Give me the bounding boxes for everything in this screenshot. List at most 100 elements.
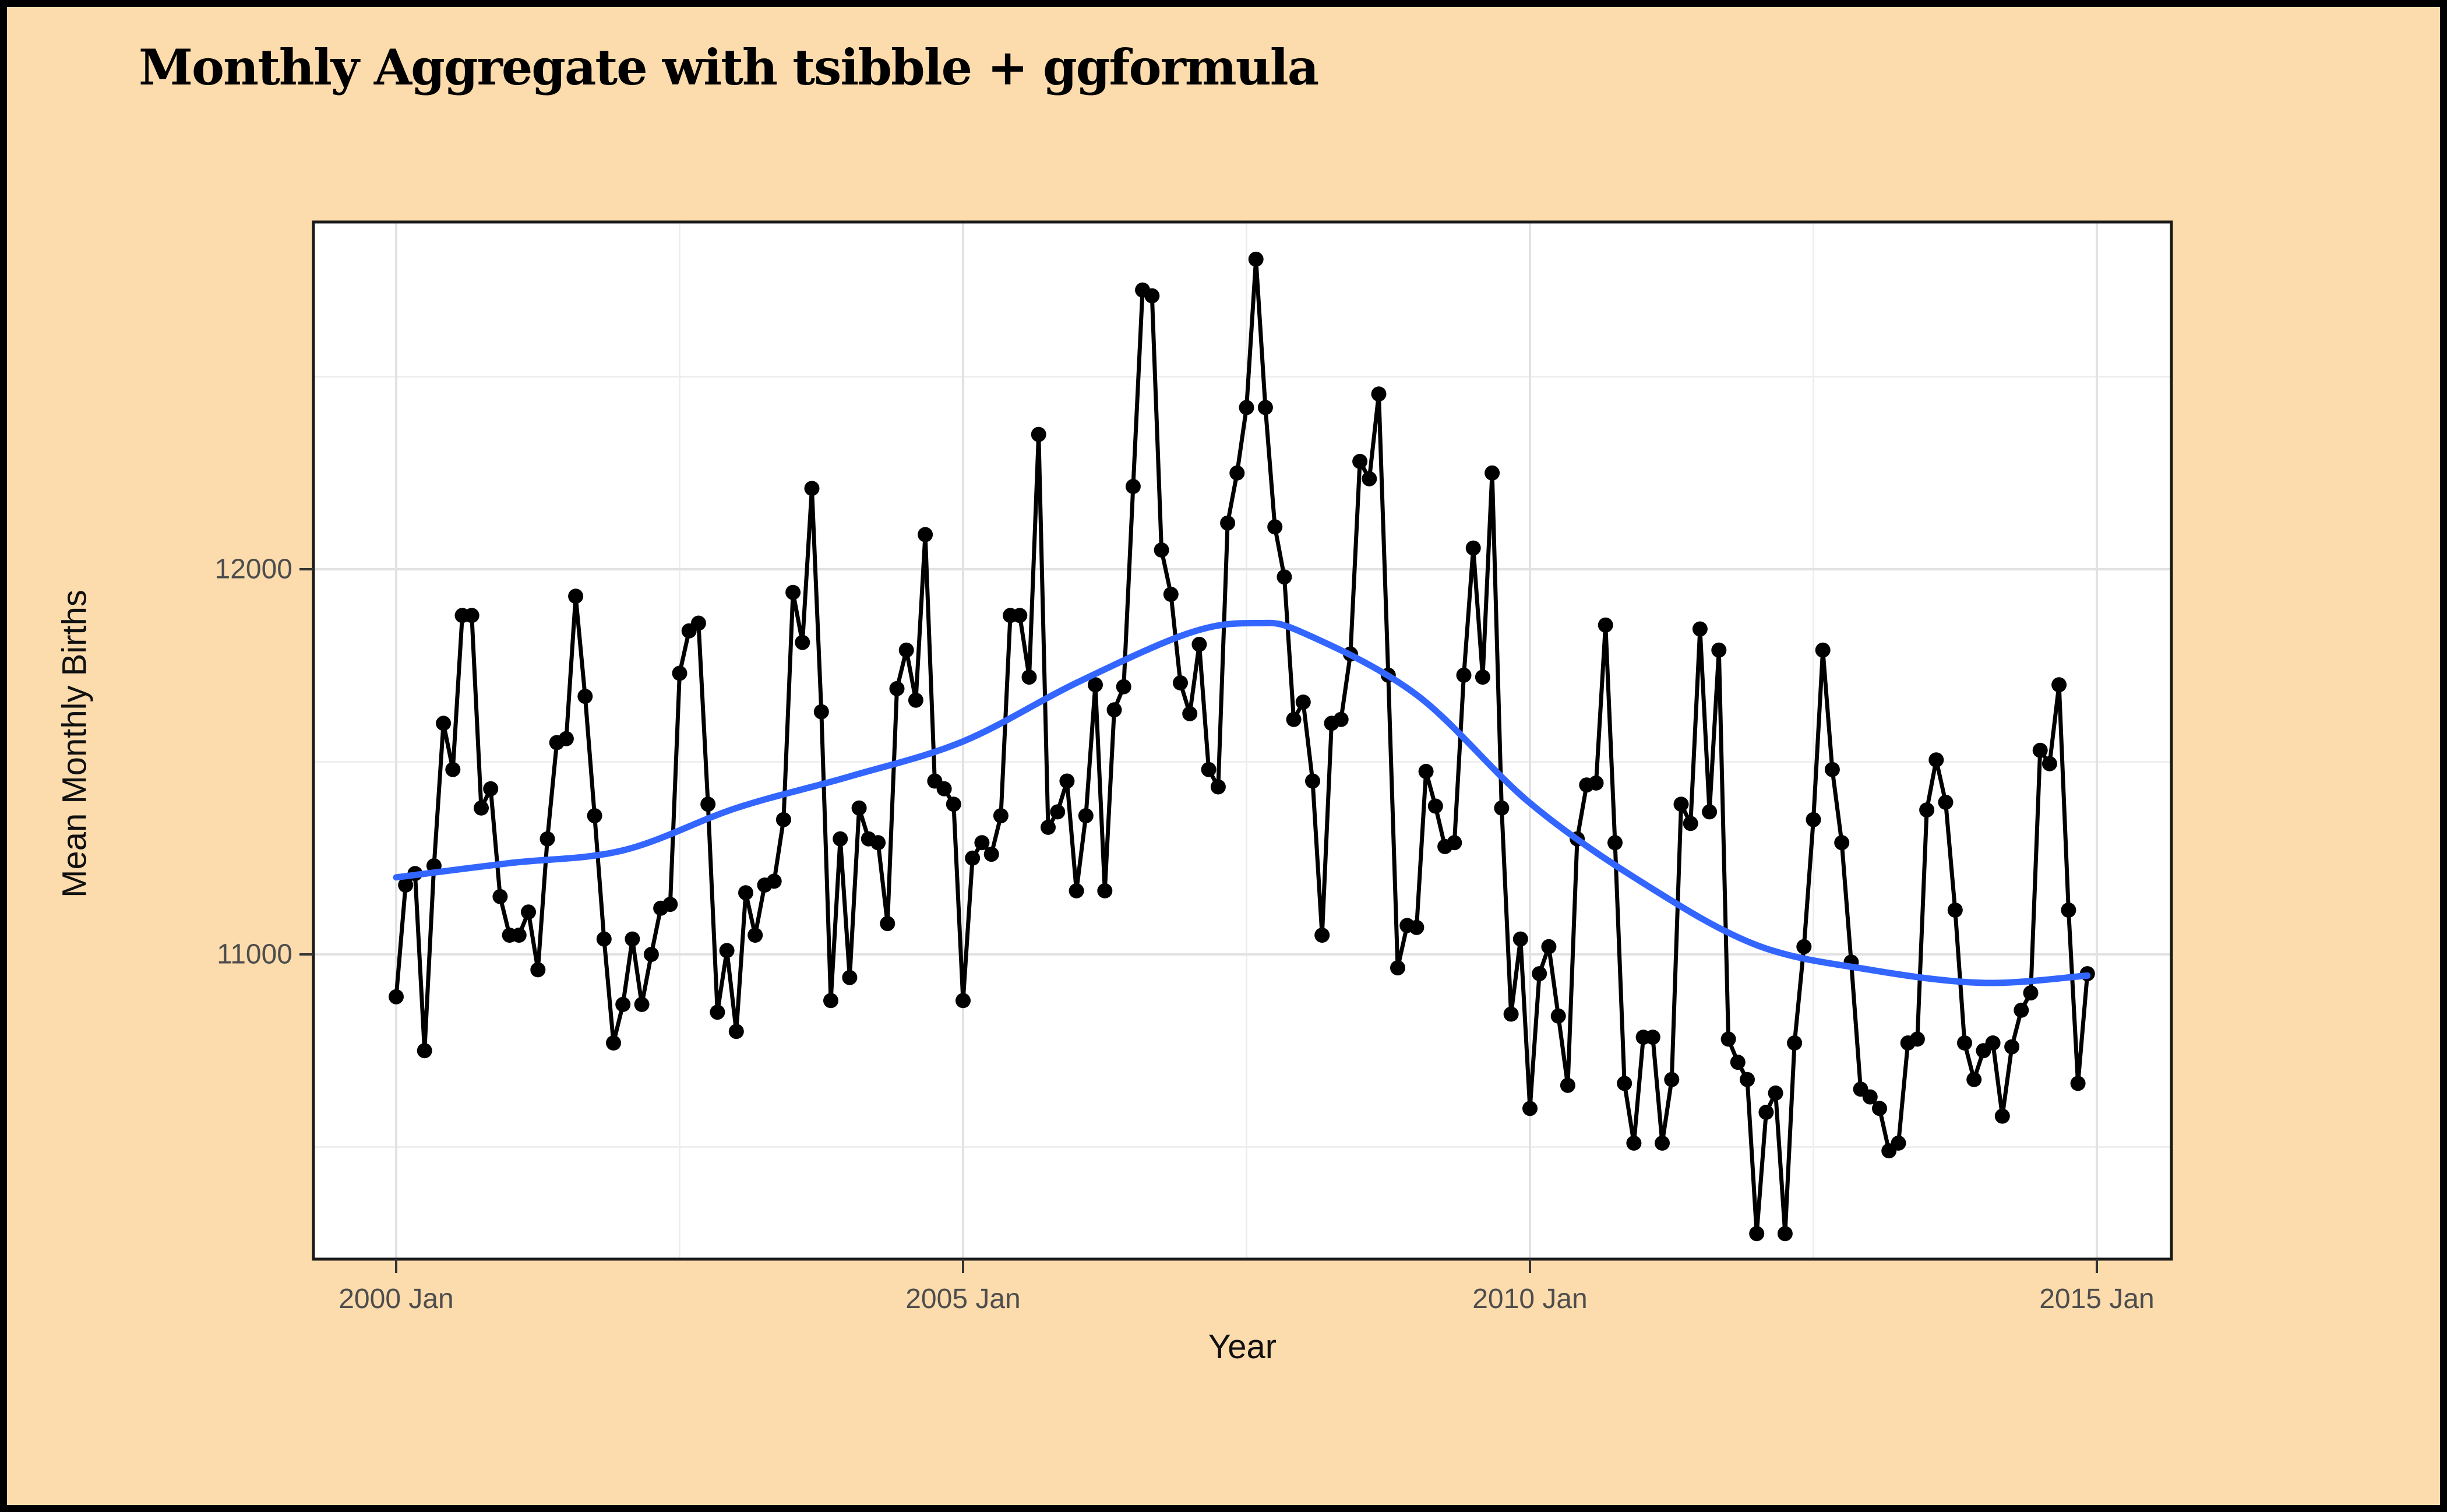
data-point — [1645, 1030, 1660, 1045]
data-point — [1144, 288, 1160, 304]
data-point — [1872, 1101, 1887, 1116]
data-point — [1078, 808, 1094, 823]
data-point — [1560, 1077, 1575, 1093]
data-point — [974, 835, 990, 851]
data-point — [1777, 1226, 1793, 1242]
data-point — [1938, 794, 1954, 810]
x-tick-label: 2010 Jan — [1472, 1284, 1588, 1314]
data-point — [445, 762, 461, 777]
data-point — [1371, 386, 1387, 402]
data-point — [436, 716, 452, 731]
data-point — [474, 800, 489, 816]
data-point — [1041, 819, 1056, 835]
data-point — [775, 812, 791, 827]
data-point — [1305, 773, 1320, 789]
data-point — [1494, 800, 1510, 816]
data-point — [804, 481, 820, 496]
data-point — [983, 847, 999, 862]
data-point — [1059, 773, 1075, 789]
data-point — [492, 889, 508, 904]
data-point — [417, 1043, 432, 1059]
x-tick-label: 2005 Jan — [905, 1284, 1021, 1314]
data-point — [1088, 677, 1103, 693]
data-point — [1485, 465, 1500, 481]
panel-border — [312, 220, 2173, 1261]
data-point — [908, 692, 923, 708]
data-point — [1994, 1108, 2010, 1124]
data-point — [1069, 883, 1084, 898]
data-point — [1598, 617, 1613, 633]
data-point — [1692, 621, 1708, 637]
data-point — [2032, 742, 2048, 758]
data-point — [1475, 669, 1490, 685]
data-point — [1673, 796, 1689, 812]
data-point — [1512, 931, 1528, 947]
data-point — [851, 800, 867, 816]
data-point — [634, 996, 650, 1012]
data-point — [1862, 1089, 1878, 1105]
data-point — [1427, 798, 1443, 814]
y-axis-title: Mean Monthly Births — [55, 590, 94, 898]
data-point — [1116, 679, 1131, 695]
data-point — [398, 877, 414, 893]
data-point — [1607, 835, 1623, 851]
data-point — [1456, 667, 1472, 683]
data-point — [1191, 636, 1207, 652]
data-point — [946, 796, 961, 812]
data-point — [587, 808, 602, 823]
y-tick-label: 12000 — [215, 554, 292, 585]
data-point — [1664, 1072, 1680, 1087]
data-point — [748, 928, 763, 943]
data-point — [1295, 695, 1311, 710]
births-line — [394, 257, 2090, 1236]
data-point — [606, 1035, 621, 1051]
data-point — [1815, 642, 1831, 658]
data-point — [558, 731, 574, 746]
data-point — [1257, 400, 1273, 415]
data-point — [615, 996, 631, 1012]
data-point — [936, 781, 952, 796]
data-point — [1248, 251, 1264, 267]
data-point — [530, 962, 546, 978]
data-point — [2004, 1039, 2020, 1055]
data-point — [2041, 756, 2057, 771]
data-point — [795, 635, 810, 650]
data-point — [1154, 542, 1169, 558]
data-point — [1947, 903, 1963, 918]
data-point — [1220, 515, 1236, 531]
x-tick-label: 2000 Jan — [339, 1284, 454, 1314]
data-point — [1909, 1031, 1925, 1047]
data-point — [1409, 919, 1425, 935]
data-point — [1550, 1008, 1566, 1024]
data-point — [1891, 1135, 1906, 1151]
data-point — [1229, 465, 1245, 481]
data-point — [643, 947, 659, 962]
data-point — [918, 527, 933, 542]
data-point — [1050, 804, 1066, 820]
data-point — [2014, 1002, 2029, 1018]
smooth-line — [393, 619, 2091, 986]
data-point — [1702, 804, 1718, 820]
data-point — [1097, 883, 1113, 898]
chart-title: Monthly Aggregate with tsibble + ggformu… — [139, 38, 1319, 96]
data-point — [521, 904, 536, 920]
data-point — [511, 928, 527, 943]
data-point — [889, 681, 905, 696]
data-point — [700, 796, 716, 812]
data-point — [1173, 675, 1188, 690]
data-point — [1210, 779, 1226, 795]
data-point — [1352, 453, 1368, 469]
data-point — [1740, 1072, 1755, 1087]
data-point — [785, 584, 801, 600]
data-point — [1031, 427, 1046, 442]
data-point — [833, 831, 848, 847]
data-point — [1314, 928, 1330, 943]
data-point — [1277, 569, 1292, 585]
data-point — [2061, 903, 2076, 918]
data-point — [719, 943, 735, 958]
data-point — [2070, 1076, 2086, 1091]
data-point — [1919, 802, 1935, 818]
data-point — [955, 993, 971, 1009]
data-point — [1267, 519, 1283, 535]
data-point — [1588, 775, 1604, 791]
